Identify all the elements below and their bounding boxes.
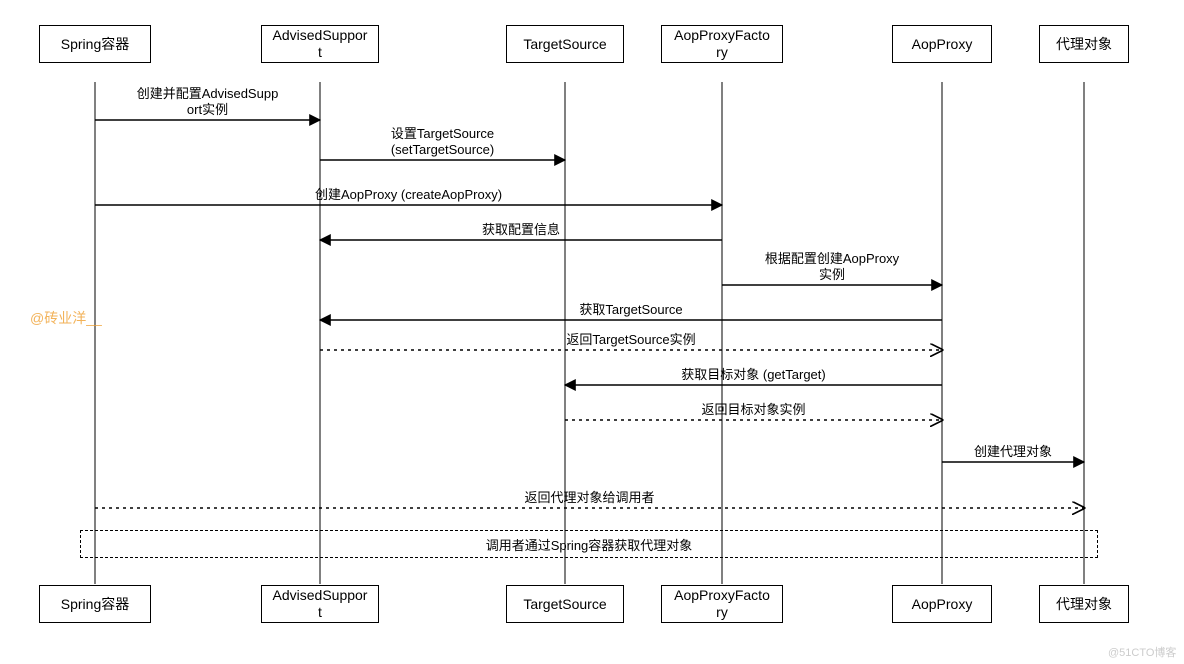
participant-target: TargetSource — [506, 25, 624, 63]
participant-proxyobj: 代理对象 — [1039, 585, 1129, 623]
message-label: 创建并配置AdvisedSupport实例 — [137, 86, 279, 119]
note-box: 调用者通过Spring容器获取代理对象 — [80, 530, 1098, 558]
watermark-site: @51CTO博客 — [1108, 644, 1176, 660]
message-label: 获取配置信息 — [482, 222, 560, 238]
message-label: 返回代理对象给调用者 — [524, 490, 654, 506]
participant-aopproxy: AopProxy — [892, 585, 992, 623]
watermark-author: @砖业洋__ — [30, 308, 102, 328]
participant-aopproxy: AopProxy — [892, 25, 992, 63]
message-label: 获取TargetSource — [579, 302, 682, 318]
message-label: 创建代理对象 — [974, 444, 1052, 460]
participant-spring: Spring容器 — [39, 25, 151, 63]
participant-factory: AopProxyFactory — [661, 25, 783, 63]
participant-advised: AdvisedSupport — [261, 585, 379, 623]
message-label: 根据配置创建AopProxy实例 — [765, 251, 899, 284]
participant-advised: AdvisedSupport — [261, 25, 379, 63]
participant-factory: AopProxyFactory — [661, 585, 783, 623]
participant-target: TargetSource — [506, 585, 624, 623]
message-label: 返回目标对象实例 — [701, 402, 805, 418]
message-label: 获取目标对象 (getTarget) — [681, 367, 825, 383]
participant-spring: Spring容器 — [39, 585, 151, 623]
message-label: 返回TargetSource实例 — [566, 332, 695, 348]
participant-proxyobj: 代理对象 — [1039, 25, 1129, 63]
message-label: 设置TargetSource(setTargetSource) — [391, 126, 494, 159]
message-label: 创建AopProxy (createAopProxy) — [315, 187, 502, 203]
